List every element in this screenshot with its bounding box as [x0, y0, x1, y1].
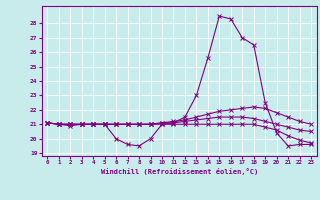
- X-axis label: Windchill (Refroidissement éolien,°C): Windchill (Refroidissement éolien,°C): [100, 168, 258, 175]
